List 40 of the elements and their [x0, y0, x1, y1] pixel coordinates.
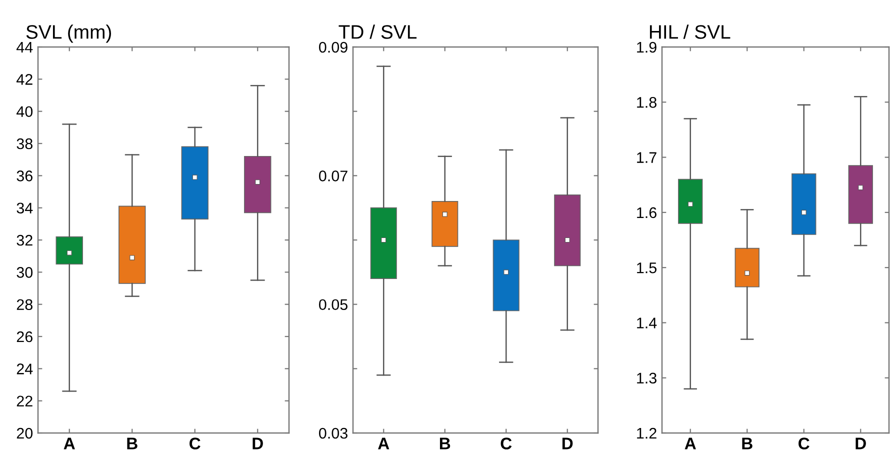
y-tick-label: 36	[16, 170, 32, 182]
chart-title: TD / SVL	[338, 24, 417, 39]
x-tick-label: A	[378, 438, 390, 450]
y-tick-label: 1.4	[637, 318, 657, 328]
y-tick-label: 24	[16, 364, 33, 374]
y-tick-label: 1.3	[637, 372, 656, 384]
x-tick-label: C	[798, 438, 810, 450]
x-tick-label: D	[252, 438, 263, 450]
y-tick-label: 0.03	[319, 428, 348, 439]
chart-title: HIL / SVL	[650, 24, 730, 39]
y-tick-label: 0.05	[319, 299, 348, 310]
y-tick-label: 1.8	[637, 97, 656, 108]
y-tick-label: 28	[16, 299, 32, 310]
y-tick-label: 0.07	[319, 170, 348, 182]
x-tick-label: B	[440, 438, 450, 450]
y-tick-label: 20	[16, 428, 33, 439]
chart-title: SVL (mm)	[26, 24, 112, 43]
x-tick-label: A	[64, 438, 75, 450]
y-tick-label: 32	[16, 234, 32, 246]
x-tick-label: D	[856, 438, 866, 450]
y-tick-label: 22	[16, 396, 32, 406]
y-tick-label: 1.6	[637, 207, 656, 218]
x-tick-label: B	[127, 438, 138, 450]
y-tick-label: 26	[16, 331, 32, 342]
y-tick-label: 34	[16, 202, 33, 214]
y-tick-label: 38	[16, 138, 32, 150]
y-tick-label: 30	[16, 267, 33, 278]
x-tick-label: A	[684, 438, 696, 450]
y-tick-label: 1.2	[637, 428, 656, 439]
y-tick-label: 1.9	[637, 42, 656, 53]
y-tick-label: 1.5	[637, 262, 656, 274]
x-tick-label: C	[500, 438, 512, 450]
y-tick-label: 44	[16, 42, 33, 53]
y-tick-label: 1.7	[637, 152, 656, 163]
x-tick-label: B	[742, 438, 752, 450]
y-tick-label: 40	[16, 106, 33, 118]
y-tick-label: 0.09	[319, 42, 348, 53]
x-tick-label: D	[562, 438, 573, 450]
x-tick-label: C	[190, 438, 200, 450]
y-tick-label: 42	[16, 74, 32, 85]
